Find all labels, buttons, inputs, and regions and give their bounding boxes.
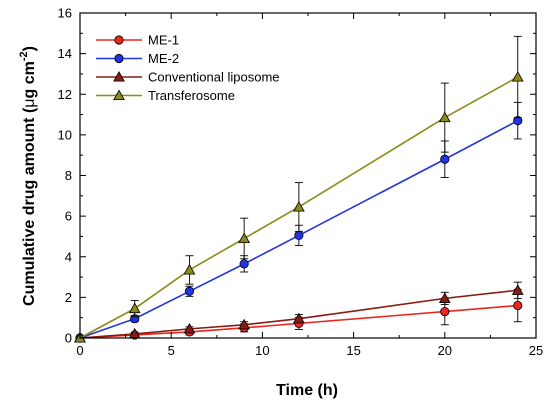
- y-axis-title: Cumulative drug amount (μg cm-2): [18, 46, 38, 306]
- legend-marker: [114, 53, 124, 64]
- x-tick-label: 10: [255, 343, 269, 358]
- legend-label: Conventional liposome: [148, 70, 280, 85]
- y-tick-label: 2: [65, 290, 72, 305]
- y-tick-label: 0: [65, 331, 72, 346]
- data-point: [440, 154, 450, 164]
- series-conventional-liposome: [74, 281, 524, 343]
- y-tick-label: 4: [65, 249, 72, 264]
- y-tick-label: 16: [58, 6, 72, 21]
- data-point: [293, 200, 305, 212]
- data-point: [293, 312, 305, 324]
- legend-item-me-2: ME-2: [96, 51, 179, 66]
- x-tick-label: 25: [529, 343, 543, 358]
- x-axis-title: Time (h): [276, 382, 338, 399]
- legend-label: ME-1: [148, 33, 179, 48]
- legend: ME-1 ME-2 Conventional liposome Transferoso…: [96, 33, 280, 103]
- plot-area: [74, 35, 524, 343]
- y-tick-label: 10: [58, 127, 72, 142]
- data-point: [438, 292, 451, 303]
- data-point: [184, 286, 195, 296]
- data-point: [440, 306, 450, 317]
- legend-marker: [114, 35, 124, 45]
- data-point: [294, 230, 304, 241]
- axes: 0 5 10 15 20 25 0 2 4 6 8 10 12 14 16: [58, 6, 544, 359]
- data-point: [128, 302, 141, 314]
- data-point: [511, 70, 524, 82]
- data-point: [183, 263, 196, 275]
- data-point: [511, 284, 524, 295]
- legend-item-transferosome: Transferosome: [96, 88, 235, 103]
- legend-item-me-1: ME-1: [96, 33, 179, 48]
- y-tick-label: 12: [58, 87, 72, 102]
- x-tick-label: 20: [438, 343, 452, 358]
- x-tick-label: 5: [168, 343, 175, 358]
- x-tick-label: 0: [76, 343, 83, 358]
- data-point: [238, 232, 251, 244]
- y-tick-label: 14: [58, 46, 72, 61]
- y-tick-label: 6: [65, 209, 72, 224]
- x-tick-label: 15: [346, 343, 360, 358]
- data-point: [183, 322, 196, 334]
- legend-marker: [113, 89, 125, 101]
- legend-label: ME-2: [148, 51, 179, 66]
- data-point: [238, 318, 251, 330]
- legend-marker: [113, 70, 125, 82]
- y-tick-label: 8: [65, 168, 72, 183]
- legend-label: Transferosome: [148, 88, 235, 103]
- data-point: [513, 300, 523, 311]
- series-transferosome: [74, 35, 524, 343]
- data-point: [239, 259, 249, 269]
- data-point: [438, 111, 451, 123]
- legend-item-conventional-liposome: Conventional liposome: [96, 70, 280, 85]
